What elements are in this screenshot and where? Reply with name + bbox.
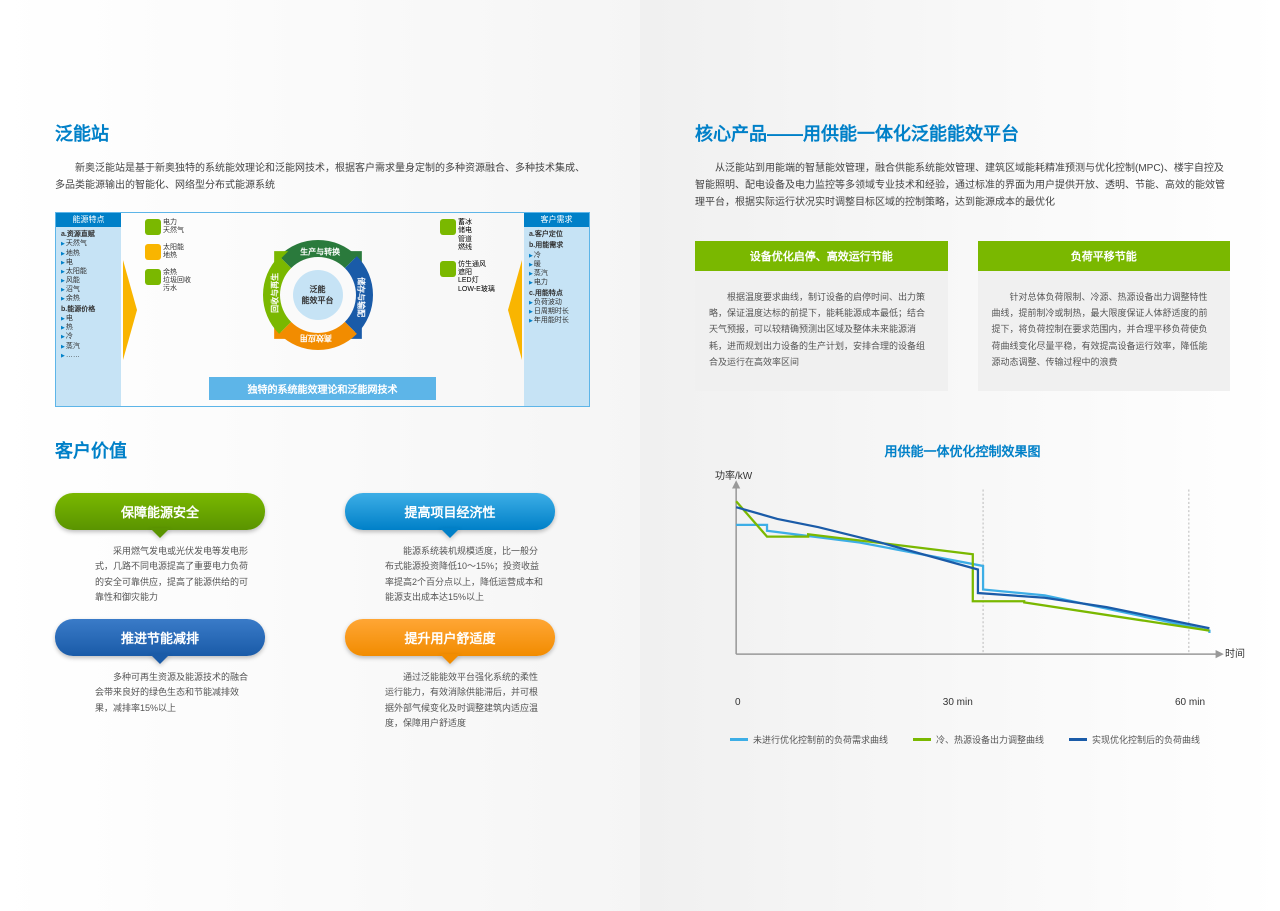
value-pills: 保障能源安全采用燃气发电或光伏发电等发电形式，几路不同电源提高了重要电力负荷的安…	[55, 493, 590, 731]
pill-text: 多种可再生资源及能源技术的融合会带来良好的绿色生态和节能减排效果，减排率15%以…	[55, 662, 265, 716]
feature-cards: 设备优化启停、高效运行节能根据温度要求曲线，制订设备的启停时间、出力策略，保证温…	[695, 241, 1230, 391]
pill-label: 保障能源安全	[55, 493, 265, 530]
resource-icon	[440, 261, 456, 277]
arrow-left-icon	[506, 213, 524, 406]
value-pill-block: 保障能源安全采用燃气发电或光伏发电等发电形式，几路不同电源提高了重要电力负荷的安…	[55, 493, 265, 605]
list-item: 天然气	[61, 239, 116, 248]
resource-icon	[145, 219, 161, 235]
intro-text: 新奥泛能站是基于新奥独特的系统能效理论和泛能网技术，根据客户需求量身定制的多种资…	[55, 160, 590, 194]
chart: 功率/kW 时间	[695, 472, 1230, 682]
pill-text: 通过泛能能效平台强化系统的柔性运行能力，有效消除供能滞后，并可根据外部气候变化及…	[345, 662, 555, 731]
icon-item: 余热 垃圾回收 污水	[145, 269, 195, 294]
pill-label: 提高项目经济性	[345, 493, 555, 530]
x-tick: 30 min	[943, 697, 973, 708]
section-title-core: 核心产品——用供能一体化泛能能效平台	[695, 120, 1230, 146]
list-item: 余热	[61, 294, 116, 303]
x-axis-label: 时间	[1225, 645, 1245, 660]
legend-item: 冷、热源设备出力调整曲线	[913, 733, 1044, 746]
list-item: 暖	[529, 260, 584, 269]
list-item: 蒸汽	[61, 342, 116, 351]
list-item: 冷	[529, 251, 584, 260]
legend-swatch	[730, 738, 748, 741]
resource-icon	[440, 219, 456, 235]
x-tick: 0	[735, 697, 741, 708]
cycle-diagram: 生产与转换储存与输配高效应用 回收与再生 泛能 能效平台	[195, 219, 440, 371]
feature-header: 设备优化启停、高效运行节能	[695, 241, 948, 271]
list-item: 负荷波动	[529, 298, 584, 307]
list-item: 电	[61, 258, 116, 267]
svg-text:生产与转换: 生产与转换	[300, 247, 341, 257]
chart-legend: 未进行优化控制前的负荷需求曲线 冷、热源设备出力调整曲线 实现优化控制后的负荷曲线	[695, 733, 1230, 746]
list-item: 年用能时长	[529, 316, 584, 325]
legend-label: 实现优化控制后的负荷曲线	[1092, 733, 1200, 746]
pill-label: 提升用户舒适度	[345, 619, 555, 656]
chart-title: 用供能一体优化控制效果图	[695, 441, 1230, 460]
diagram-center: 电力 天然气太阳能 地热余热 垃圾回收 污水 生产与转换储存与输配高效应用 回收与…	[139, 213, 506, 406]
feature-card: 设备优化启停、高效运行节能根据温度要求曲线，制订设备的启停时间、出力策略，保证温…	[695, 241, 948, 391]
left-page: 泛能站 新奥泛能站是基于新奥独特的系统能效理论和泛能网技术，根据客户需求量身定制…	[0, 0, 640, 911]
list-item: ……	[61, 351, 116, 360]
legend-label: 未进行优化控制前的负荷需求曲线	[753, 733, 888, 746]
svg-text:储存与输配: 储存与输配	[356, 276, 366, 317]
legend-item: 未进行优化控制前的负荷需求曲线	[730, 733, 888, 746]
list-item: 冷	[61, 332, 116, 341]
feature-body: 针对总体负荷限制、冷源、热源设备出力调整特性曲线，提前制冷或制热，最大限度保证人…	[978, 271, 1231, 391]
svg-text:回收与再生: 回收与再生	[269, 273, 279, 313]
right-icons: 蓄冰 储电 管道 燃线仿生通风 遮阳 LED灯 LOW-E玻璃	[440, 219, 500, 371]
core-intro: 从泛能站到用能端的智慧能效管理，融合供能系统能效管理、建筑区域能耗精准预测与优化…	[695, 160, 1230, 211]
icon-item: 电力 天然气	[145, 219, 195, 236]
pill-text: 能源系统装机规模适度，比一般分布式能源投资降低10～15%；投资收益率提高2个百…	[345, 536, 555, 605]
feature-card: 负荷平移节能针对总体负荷限制、冷源、热源设备出力调整特性曲线，提前制冷或制热，最…	[978, 241, 1231, 391]
arrow-right-icon	[121, 213, 139, 406]
list-item: 电	[61, 314, 116, 323]
diagram-right-column: 客户需求 a.客户定位 b.用能需求 冷暖蒸汽电力 c.用能特点 负荷波动日周期…	[524, 213, 589, 406]
pill-text: 采用燃气发电或光伏发电等发电形式，几路不同电源提高了重要电力负荷的安全可靠供应，…	[55, 536, 265, 605]
feature-header: 负荷平移节能	[978, 241, 1231, 271]
left-icons: 电力 天然气太阳能 地热余热 垃圾回收 污水	[145, 219, 195, 371]
icon-item: 仿生通风 遮阳 LED灯 LOW-E玻璃	[440, 261, 500, 295]
legend-item: 实现优化控制后的负荷曲线	[1069, 733, 1200, 746]
diagram-footer: 独特的系统能效理论和泛能网技术	[209, 377, 436, 400]
list-item: 蒸汽	[529, 269, 584, 278]
value-pill-block: 推进节能减排多种可再生资源及能源技术的融合会带来良好的绿色生态和节能减排效果，减…	[55, 619, 265, 731]
svg-text:高效应用: 高效应用	[299, 333, 331, 343]
list-item: 电力	[529, 278, 584, 287]
feature-body: 根据温度要求曲线，制订设备的启停时间、出力策略，保证温度达标的前提下，能耗能源成…	[695, 271, 948, 391]
list-item: 热	[61, 323, 116, 332]
section-title-station: 泛能站	[55, 120, 590, 146]
list-item: 日周期时长	[529, 307, 584, 316]
icon-item: 太阳能 地热	[145, 244, 195, 261]
resource-icon	[145, 269, 161, 285]
value-pill-block: 提升用户舒适度通过泛能能效平台强化系统的柔性运行能力，有效消除供能滞后，并可根据…	[345, 619, 555, 731]
right-page: 核心产品——用供能一体化泛能能效平台 从泛能站到用能端的智慧能效管理，融合供能系…	[640, 0, 1280, 911]
right-col-header: 客户需求	[524, 213, 589, 227]
section-title-value: 客户价值	[55, 437, 590, 463]
legend-swatch	[913, 738, 931, 741]
legend-label: 冷、热源设备出力调整曲线	[936, 733, 1044, 746]
diagram-left-column: 能源特点 a.资源直赋 天然气地热电太阳能风能沼气余热 b.能源价格 电热冷蒸汽…	[56, 213, 121, 406]
legend-swatch	[1069, 738, 1087, 741]
left-col-header: 能源特点	[56, 213, 121, 227]
two-page-spread: 泛能站 新奥泛能站是基于新奥独特的系统能效理论和泛能网技术，根据客户需求量身定制…	[0, 0, 1280, 911]
resource-icon	[145, 244, 161, 260]
list-item: 太阳能	[61, 267, 116, 276]
list-item: 风能	[61, 276, 116, 285]
line-chart-svg	[695, 472, 1230, 682]
list-item: 地热	[61, 249, 116, 258]
x-ticks: 0 30 min 60 min	[695, 697, 1230, 708]
value-pill-block: 提高项目经济性能源系统装机规模适度，比一般分布式能源投资降低10～15%；投资收…	[345, 493, 555, 605]
cycle-center-label: 泛能 能效平台	[293, 270, 343, 320]
energy-diagram: 能源特点 a.资源直赋 天然气地热电太阳能风能沼气余热 b.能源价格 电热冷蒸汽…	[55, 212, 590, 407]
x-tick: 60 min	[1175, 697, 1205, 708]
list-item: 沼气	[61, 285, 116, 294]
pill-label: 推进节能减排	[55, 619, 265, 656]
icon-item: 蓄冰 储电 管道 燃线	[440, 219, 500, 253]
y-axis-label: 功率/kW	[715, 467, 752, 482]
